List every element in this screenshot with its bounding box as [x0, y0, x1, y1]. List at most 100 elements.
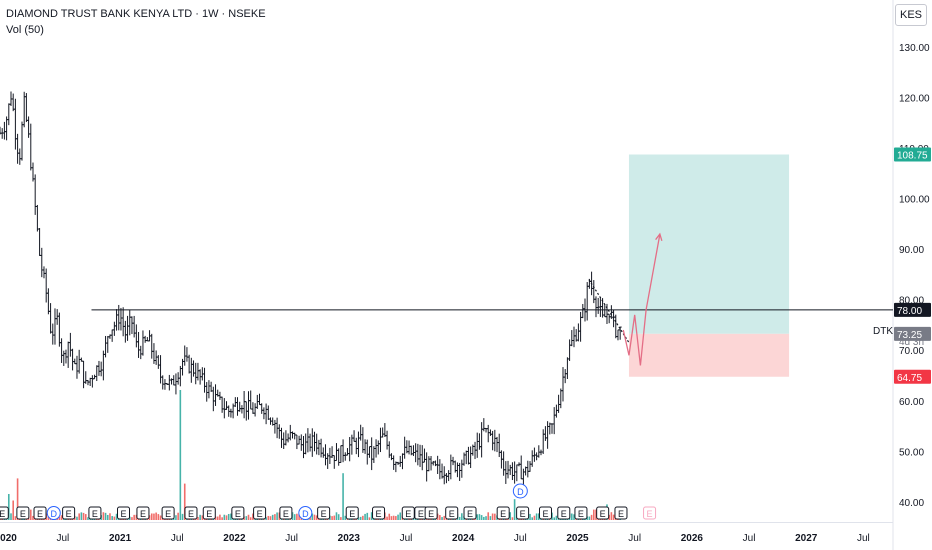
x-tick-label: Jul: [514, 533, 527, 544]
countdown-label: 4d 3h: [899, 337, 924, 348]
earnings-marker[interactable]: [424, 506, 438, 520]
volume-bar: [219, 514, 221, 520]
earnings-marker[interactable]: [496, 506, 510, 520]
volume-bar: [331, 516, 333, 520]
earnings-marker-letter: E: [647, 509, 653, 519]
position-stop-zone[interactable]: [628, 333, 790, 377]
earnings-marker[interactable]: [231, 506, 245, 520]
earnings-marker[interactable]: [161, 506, 175, 520]
earnings-marker[interactable]: [596, 506, 610, 520]
volume-bar: [269, 516, 272, 520]
volume-bar: [344, 515, 347, 520]
price-tag-text: 78.00: [897, 306, 922, 317]
volume-bar: [80, 512, 83, 520]
x-tick-label: 2021: [109, 533, 132, 544]
price-tag[interactable]: [894, 147, 931, 162]
volume-bar: [153, 513, 155, 520]
volume-bar: [76, 516, 78, 520]
projection-path[interactable]: [622, 233, 661, 366]
earnings-marker[interactable]: [117, 506, 131, 520]
volume-bar: [7, 494, 10, 520]
volume-bar: [509, 512, 512, 520]
volume-bar: [276, 512, 278, 520]
earnings-marker[interactable]: [574, 506, 588, 520]
currency-button[interactable]: KES: [895, 4, 927, 26]
x-tick-label: 2027: [795, 533, 818, 544]
earnings-marker[interactable]: [317, 506, 331, 520]
earnings-marker[interactable]: [0, 506, 9, 520]
volume-bar: [533, 515, 536, 520]
x-tick-label: 2020: [0, 533, 17, 544]
y-tick-label: 90.00: [899, 245, 924, 256]
volume-bar: [16, 478, 19, 520]
price-tag-text: 108.75: [897, 151, 928, 162]
earnings-marker-letter: E: [500, 509, 506, 519]
price-tag[interactable]: [894, 302, 931, 317]
earnings-marker[interactable]: [279, 506, 293, 520]
projection-arrowhead: [655, 232, 663, 241]
volume-bar: [201, 515, 204, 520]
earnings-marker[interactable]: [184, 506, 198, 520]
earnings-marker-letter: E: [206, 509, 212, 519]
earnings-marker-letter: E: [321, 509, 327, 519]
position-target-zone[interactable]: [628, 154, 790, 334]
volume-bar: [10, 513, 12, 520]
trendline[interactable]: [588, 279, 630, 343]
y-tick-label: 120.00: [899, 94, 930, 105]
x-tick-label: Jul: [171, 533, 184, 544]
x-tick-label: Jul: [743, 533, 756, 544]
volume-bar: [291, 512, 294, 520]
dividend-marker[interactable]: [512, 483, 528, 499]
volume-indicator-label[interactable]: Vol (50): [6, 24, 44, 36]
earnings-marker-letter: E: [578, 509, 584, 519]
volume-bar: [478, 514, 481, 520]
x-tick-label: Jul: [285, 533, 298, 544]
dividend-marker[interactable]: [46, 506, 61, 520]
volume-bar: [298, 514, 300, 520]
earnings-marker-letter: E: [618, 509, 624, 519]
earnings-marker-letter: E: [542, 509, 548, 519]
x-tick-label: Jul: [56, 533, 69, 544]
earnings-marker[interactable]: [345, 506, 359, 520]
earnings-marker[interactable]: [401, 506, 415, 520]
price-tag[interactable]: [894, 326, 931, 341]
earnings-marker[interactable]: [538, 506, 552, 520]
volume-bar: [588, 516, 591, 520]
earnings-marker[interactable]: [643, 506, 657, 520]
volume-bar: [595, 509, 597, 520]
earnings-marker[interactable]: [33, 506, 47, 520]
earnings-marker[interactable]: [16, 506, 30, 520]
earnings-marker[interactable]: [136, 506, 150, 520]
price-tag[interactable]: [894, 369, 931, 384]
earnings-marker[interactable]: [463, 506, 477, 520]
y-tick-label: 80.00: [899, 296, 924, 307]
earnings-marker[interactable]: [557, 506, 571, 520]
volume-bar: [461, 513, 463, 520]
earnings-marker[interactable]: [614, 506, 628, 520]
volume-bar: [179, 390, 182, 520]
earnings-marker[interactable]: [88, 506, 102, 520]
volume-bar: [386, 516, 388, 520]
y-tick-label: 130.00: [899, 43, 930, 54]
dividend-marker[interactable]: [298, 506, 313, 520]
volume-bar: [14, 516, 17, 520]
volume-bar: [223, 514, 226, 520]
earnings-marker[interactable]: [372, 506, 386, 520]
volume-bar: [150, 513, 153, 520]
dividend-marker-letter: D: [302, 509, 309, 519]
volume-bar: [131, 517, 133, 520]
earnings-marker[interactable]: [202, 506, 216, 520]
volume-bar: [183, 483, 186, 520]
volume-bar: [511, 517, 514, 520]
earnings-marker-letter: E: [467, 509, 473, 519]
earnings-marker[interactable]: [516, 506, 530, 520]
volume-bar: [538, 513, 540, 520]
volume-bar: [82, 512, 85, 520]
earnings-marker-letter: E: [428, 509, 434, 519]
volume-bar: [106, 514, 109, 520]
earnings-marker[interactable]: [445, 506, 459, 520]
volume-bar: [113, 516, 116, 520]
earnings-marker[interactable]: [62, 506, 76, 520]
earnings-marker[interactable]: [253, 506, 267, 520]
